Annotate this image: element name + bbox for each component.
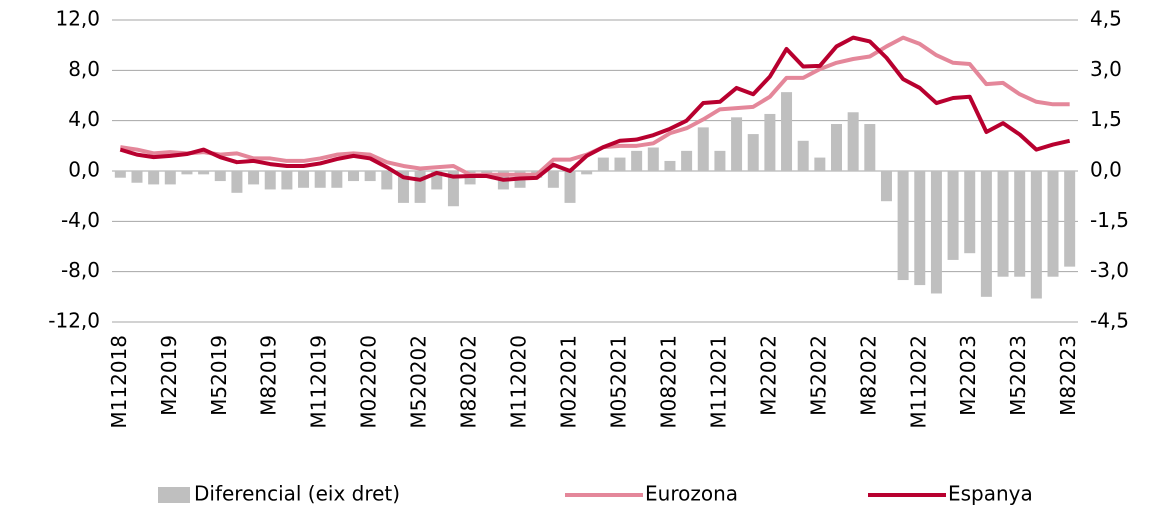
x-tick-label: M52023 <box>1006 335 1030 416</box>
bar <box>914 171 926 286</box>
bar <box>864 124 876 171</box>
y-tick-label: 12,0 <box>55 7 100 31</box>
bar <box>1064 171 1076 267</box>
bar <box>980 171 992 297</box>
x-tick-label: M112019 <box>307 335 331 429</box>
bar <box>547 171 559 188</box>
bar <box>847 112 859 171</box>
bar <box>447 171 459 207</box>
y2-tick-label: -3,0 <box>1090 258 1129 282</box>
x-tick-label: M22023 <box>956 335 980 416</box>
bar <box>831 124 842 171</box>
bar <box>381 171 393 190</box>
legend-label: Diferencial (eix dret) <box>194 482 400 506</box>
bar <box>997 171 1009 277</box>
x-tick-label: M52022 <box>806 335 830 416</box>
bar <box>414 171 426 203</box>
bar <box>281 171 293 190</box>
y-tick-label: 0,0 <box>68 158 100 182</box>
bar <box>231 171 243 193</box>
bar <box>131 171 143 183</box>
bar <box>331 171 343 188</box>
x-tick-label: M82022 <box>856 335 880 416</box>
bar <box>764 113 776 171</box>
bar <box>647 147 659 171</box>
bar <box>564 171 576 203</box>
x-tick-label: M052021 <box>606 335 630 429</box>
y2-tick-label: -4,5 <box>1090 309 1129 333</box>
x-tick-label: M52019 <box>207 335 231 416</box>
bar <box>1030 171 1042 299</box>
y-tick-label: 8,0 <box>68 57 100 81</box>
x-tick-label: M520202 <box>407 335 431 429</box>
bar <box>797 140 809 171</box>
x-tick-label: M112018 <box>107 335 131 429</box>
bar <box>348 171 359 182</box>
y2-tick-label: 0,0 <box>1090 158 1122 182</box>
bar <box>880 171 892 202</box>
bar <box>814 157 826 171</box>
bar <box>181 171 193 175</box>
y2-tick-label: 4,5 <box>1090 7 1122 31</box>
bar <box>581 171 593 175</box>
x-tick-label: M82023 <box>1056 335 1080 416</box>
line <box>120 35 1070 177</box>
bar <box>114 171 126 178</box>
y2-tick-label: -1,5 <box>1090 208 1129 232</box>
bar <box>897 171 909 281</box>
bar <box>397 171 409 203</box>
bar <box>681 150 693 171</box>
y2-tick-label: 1,5 <box>1090 107 1122 131</box>
x-tick-label: M820202 <box>457 335 481 429</box>
y-tick-label: 4,0 <box>68 107 100 131</box>
y2-tick-label: 3,0 <box>1090 57 1122 81</box>
legend-swatch <box>158 487 190 503</box>
y-tick-label: -4,0 <box>61 208 100 232</box>
x-tick-label: M082021 <box>656 335 680 429</box>
bar <box>164 171 176 185</box>
bar <box>631 150 643 171</box>
bar <box>597 157 609 171</box>
x-tick-label: M82019 <box>257 335 281 416</box>
bar <box>930 171 942 294</box>
bar <box>364 171 376 182</box>
x-tick-label: M112020 <box>507 335 531 429</box>
bar <box>781 92 793 171</box>
bar <box>148 171 160 185</box>
bar <box>198 171 210 175</box>
bar <box>1047 171 1059 277</box>
bar <box>248 171 260 185</box>
bar <box>614 157 626 171</box>
y-tick-label: -8,0 <box>61 258 100 282</box>
bar <box>1014 171 1026 277</box>
line <box>119 35 1071 182</box>
y-tick-label: -12,0 <box>48 309 100 333</box>
bar <box>964 171 976 254</box>
bar <box>731 117 743 171</box>
bar <box>947 171 959 260</box>
legend-label: Eurozona <box>645 482 738 506</box>
x-tick-label: M112022 <box>906 335 930 429</box>
bar <box>264 171 276 190</box>
bar <box>747 134 759 171</box>
x-tick-label: M022020 <box>357 335 381 429</box>
x-tick-label: M22022 <box>756 335 780 416</box>
x-tick-label: M22019 <box>157 335 181 416</box>
bar <box>714 150 726 171</box>
bar <box>697 127 709 171</box>
bar <box>298 171 310 188</box>
bar <box>664 160 676 171</box>
x-tick-label: M112021 <box>706 335 730 429</box>
x-tick-label: M022021 <box>557 335 581 429</box>
bar <box>214 171 226 182</box>
bar <box>314 171 326 188</box>
bar <box>431 171 443 190</box>
bar <box>481 171 493 175</box>
legend-label: Espanya <box>948 482 1033 506</box>
